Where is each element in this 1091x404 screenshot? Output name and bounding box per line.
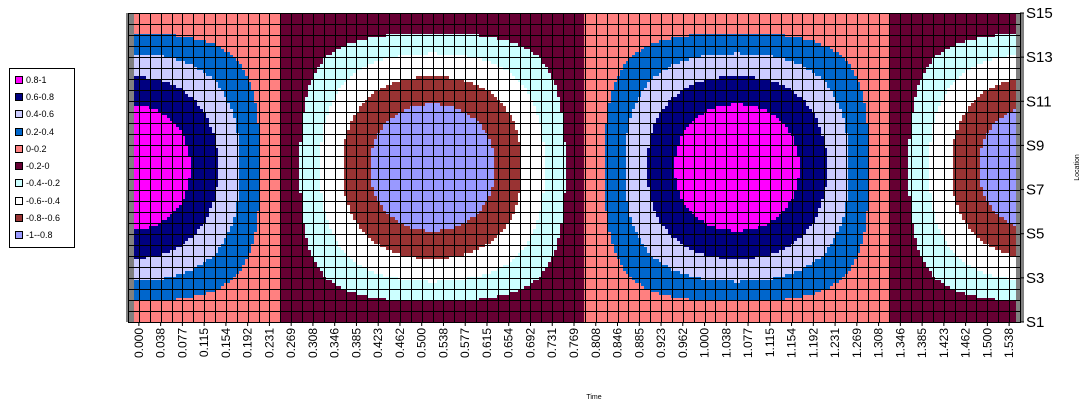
y-tick-label: S5 xyxy=(1026,226,1044,243)
legend-swatch xyxy=(15,196,23,205)
y-axis-title: Location xyxy=(1074,154,1081,181)
x-tick-label: 0.423 xyxy=(371,328,385,358)
x-tick-label: 1.462 xyxy=(959,328,973,358)
legend-item: -0.6--0.4 xyxy=(10,192,74,209)
legend-label: 0.4-0.6 xyxy=(26,109,54,119)
legend-swatch xyxy=(15,162,23,171)
chart-legend: 0.8-1 0.6-0.8 0.4-0.6 0.2-0.4 0-0.2 -0.2-0 -0.… xyxy=(9,68,75,248)
x-tick-label: 0.615 xyxy=(480,328,494,358)
legend-swatch xyxy=(15,75,23,84)
legend-label: 0.2-0.4 xyxy=(26,127,54,137)
x-tick-label: 0.000 xyxy=(132,328,146,358)
x-tick-label: 0.462 xyxy=(393,328,407,358)
x-tick-label: 0.692 xyxy=(523,328,537,358)
legend-item: 0.6-0.8 xyxy=(10,88,74,105)
x-tick-label: 0.962 xyxy=(676,328,690,358)
left-wall xyxy=(126,13,134,322)
x-tick-label: 0.500 xyxy=(415,328,429,358)
legend-label: 0.6-0.8 xyxy=(26,92,54,102)
x-tick-label: 1.385 xyxy=(915,328,929,358)
legend-swatch xyxy=(15,179,23,188)
y-tick-label: S7 xyxy=(1026,182,1044,199)
x-tick-label: 1.000 xyxy=(698,328,712,358)
legend-swatch xyxy=(15,214,23,223)
legend-swatch xyxy=(15,110,23,119)
legend-label: -1--0.8 xyxy=(26,230,53,240)
x-tick-label: 0.231 xyxy=(262,328,276,358)
legend-label: 0.8-1 xyxy=(26,75,47,85)
y-tick-label: S15 xyxy=(1026,5,1053,22)
legend-swatch xyxy=(15,92,23,101)
legend-swatch xyxy=(15,231,23,240)
x-tick-label: 0.923 xyxy=(654,328,668,358)
y-tick-label: S11 xyxy=(1026,93,1052,110)
x-tick-label: 1.346 xyxy=(893,328,907,358)
x-tick-label: 1.192 xyxy=(806,328,820,358)
legend-item: -1--0.8 xyxy=(10,227,74,244)
x-tick-label: 0.808 xyxy=(589,328,603,358)
x-tick-label: 0.731 xyxy=(545,328,559,358)
y-axis: S1 S3 S5 S7 S9 S11 S13 S15 xyxy=(1020,5,1053,331)
x-tick-label: 0.038 xyxy=(154,328,168,358)
x-tick-label: 0.538 xyxy=(436,328,450,358)
x-tick-label: 0.077 xyxy=(175,328,189,358)
x-tick-label: 1.115 xyxy=(763,328,777,357)
legend-item: -0.4--0.2 xyxy=(10,175,74,192)
legend-label: 0-0.2 xyxy=(26,144,47,154)
x-tick-label: 1.538 xyxy=(1002,328,1016,358)
x-tick-label: 0.769 xyxy=(567,328,581,358)
x-tick-label: 0.115 xyxy=(197,328,211,357)
y-tick-label: S9 xyxy=(1026,137,1044,154)
x-tick-label: 0.885 xyxy=(632,328,646,358)
legend-item: 0.4-0.6 xyxy=(10,106,74,123)
x-tick-label: 0.308 xyxy=(306,328,320,358)
x-tick-label: 1.308 xyxy=(872,328,886,358)
x-tick-label: 1.231 xyxy=(828,328,842,358)
x-tick-label: 0.192 xyxy=(241,328,255,358)
x-axis-title: Time xyxy=(586,394,601,401)
x-tick-label: 1.269 xyxy=(850,328,864,358)
y-tick-label: S13 xyxy=(1026,49,1053,66)
legend-label: -0.6--0.4 xyxy=(26,196,60,206)
legend-item: 0-0.2 xyxy=(10,140,74,157)
grid-lines xyxy=(128,13,1021,323)
legend-item: -0.8--0.6 xyxy=(10,209,74,226)
x-tick-label: 0.846 xyxy=(611,328,625,358)
y-tick-label: S1 xyxy=(1026,314,1044,331)
legend-label: -0.2-0 xyxy=(26,161,50,171)
x-tick-label: 0.154 xyxy=(219,328,233,358)
x-tick-label: 1.423 xyxy=(937,328,951,358)
legend-item: 0.2-0.4 xyxy=(10,123,74,140)
x-tick-label: 0.577 xyxy=(458,328,472,358)
x-tick-label: 0.385 xyxy=(349,328,363,358)
x-tick-label: 1.077 xyxy=(741,328,755,358)
x-tick-label: 0.654 xyxy=(502,328,516,358)
legend-item: -0.2-0 xyxy=(10,157,74,174)
x-tick-label: 0.269 xyxy=(284,328,298,358)
x-tick-label: 0.346 xyxy=(328,328,342,358)
x-tick-label: 1.038 xyxy=(719,328,733,358)
x-tick-label: 1.154 xyxy=(785,328,799,358)
x-axis: 0.000 0.038 0.077 0.115 0.154 0.192 0.231 0.269… xyxy=(132,322,1016,358)
legend-label: -0.4--0.2 xyxy=(26,178,60,188)
legend-swatch xyxy=(15,127,23,136)
legend-swatch xyxy=(15,144,23,153)
legend-label: -0.8--0.6 xyxy=(26,213,60,223)
y-tick-label: S3 xyxy=(1026,270,1044,287)
x-tick-label: 1.500 xyxy=(980,328,994,358)
legend-item: 0.8-1 xyxy=(10,71,74,88)
